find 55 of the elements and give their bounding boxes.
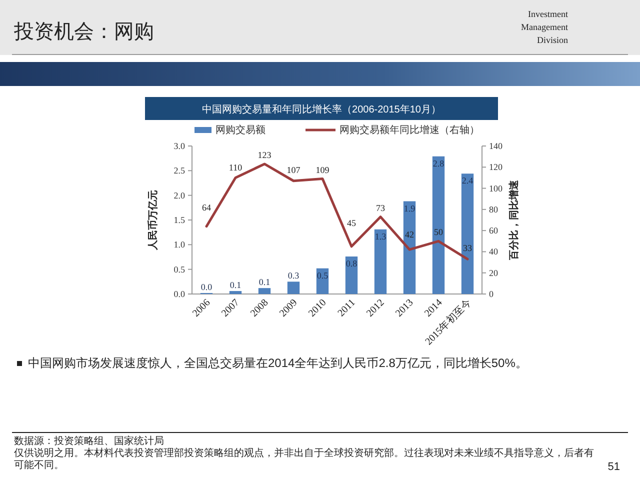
data-label: 73 — [376, 202, 386, 213]
bar — [229, 291, 242, 294]
data-label: 1.9 — [404, 203, 416, 214]
bar — [432, 156, 445, 294]
legend-label: 网购交易额年同比增速（右轴） — [340, 124, 480, 136]
data-label: 0.5 — [316, 270, 329, 280]
y2-tick-label: 140 — [489, 141, 503, 151]
data-label: 0.1 — [230, 280, 242, 290]
y2-tick-label: 0 — [489, 289, 494, 299]
text: 数据源：投资策略组、国家统计局 — [14, 435, 164, 448]
y2-axis-title: 百分比，同比增速 — [508, 179, 520, 261]
bar — [287, 282, 300, 294]
chart-title: 中国网购交易量和年同比增长率（2006-2015年10月） — [202, 104, 441, 116]
y2-tick-label: 80 — [489, 204, 498, 214]
bar — [461, 174, 474, 294]
data-label: 1.3 — [374, 231, 387, 242]
bar — [345, 256, 358, 294]
y2-tick-label: 60 — [489, 226, 498, 236]
data-label: 2.8 — [432, 158, 445, 168]
legend-label: 网购交易额 — [216, 124, 266, 136]
y-tick-label: 2.0 — [174, 190, 186, 200]
y-tick-label: 3.0 — [174, 141, 186, 151]
y2-tick-label: 100 — [489, 183, 503, 194]
data-label: 33 — [463, 242, 472, 253]
text: 51 — [608, 460, 620, 474]
y-tick-label: 1.5 — [174, 215, 186, 225]
y-tick-label: 2.5 — [174, 166, 186, 176]
text: 中国网购市场发展速度惊人，全国总交易量在2014全年达到人民币2.8万亿元，同比增长50%。 — [28, 356, 528, 371]
bar — [258, 288, 271, 294]
text: 投资机会：网购 — [14, 20, 154, 45]
bar — [374, 229, 387, 294]
data-label: 109 — [316, 164, 330, 175]
data-label: 42 — [405, 230, 414, 240]
y2-tick-label: 40 — [489, 246, 498, 257]
y-tick-label: 0.0 — [174, 289, 186, 299]
data-label: 0.1 — [258, 277, 270, 288]
data-label: 0.3 — [288, 270, 300, 281]
data-label: 107 — [286, 164, 301, 175]
data-label: 2.4 — [462, 176, 474, 186]
x-tick-label: 2011 — [336, 297, 358, 320]
data-label: 0.0 — [200, 282, 213, 292]
data-label: 50 — [434, 227, 444, 238]
y2-tick-label: 20 — [489, 268, 498, 278]
data-label: 64 — [202, 202, 212, 213]
data-label: 110 — [228, 162, 243, 172]
text: Investment Management Division — [521, 8, 568, 47]
y-tick-label: 1.0 — [174, 240, 186, 250]
y2-tick-label: 120 — [489, 162, 503, 172]
y-axis-title: 人民币万亿元 — [147, 190, 159, 251]
y-tick-label: 0.5 — [174, 264, 186, 274]
data-label: 123 — [258, 150, 272, 160]
text: 仅供说明之用。本材料代表投资管理部投资策略组的观点，并非出自于全球投资研究部。过往表现对未来业绩不具指导意义，后者有可能不同。 — [14, 448, 594, 472]
bar — [403, 201, 416, 294]
data-label: 0.8 — [346, 258, 358, 269]
data-label: 45 — [347, 218, 356, 228]
